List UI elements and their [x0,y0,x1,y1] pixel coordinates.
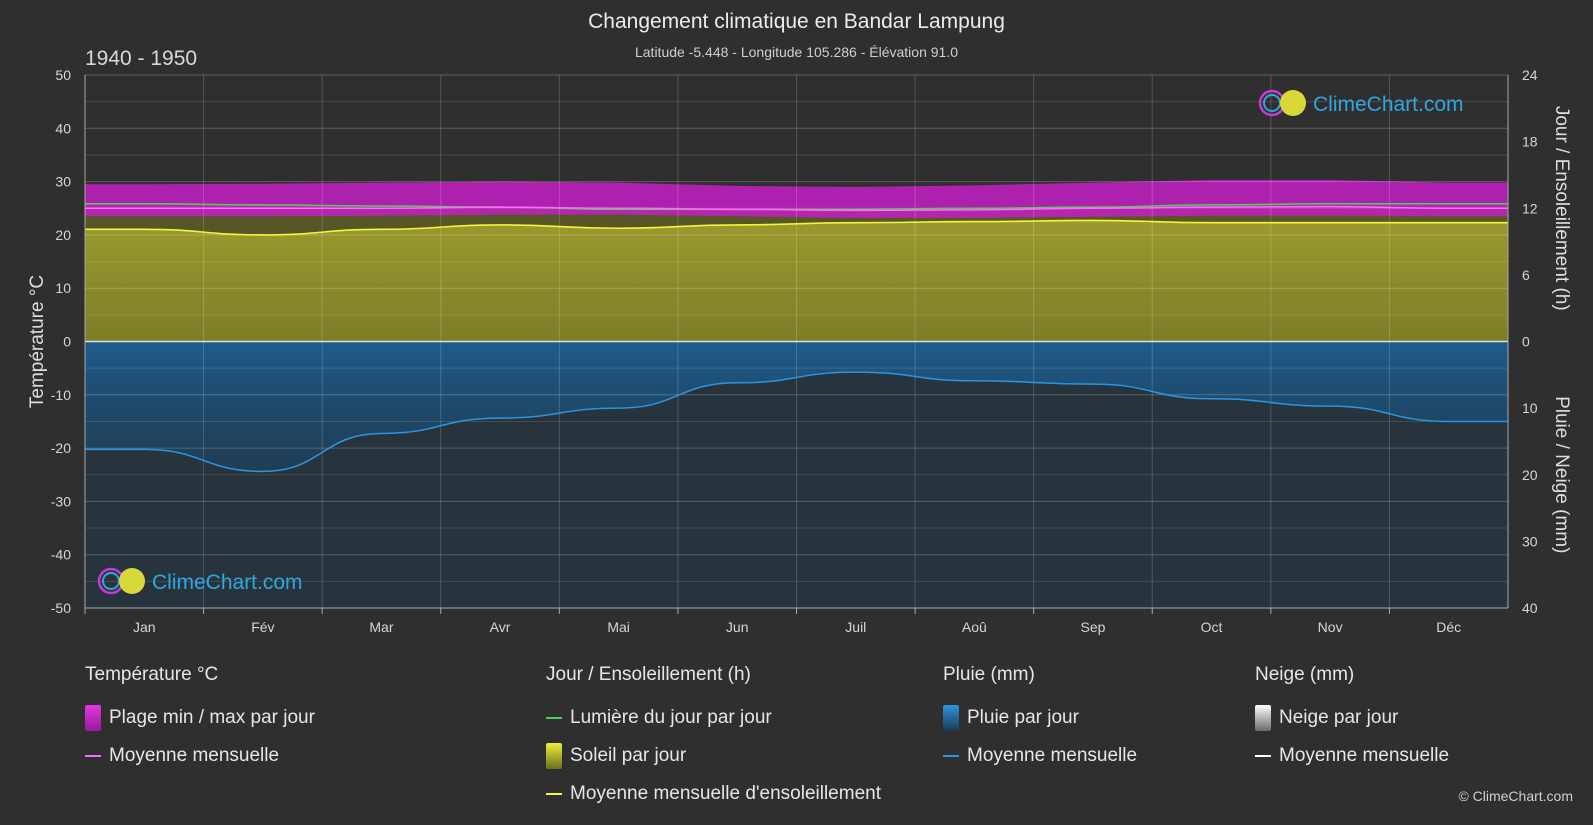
rain-mean-line-icon [943,755,959,757]
sunshine-mean-line [84,219,1508,236]
sunshine-mean-line-icon [546,793,562,795]
legend-label: Pluie par jour [967,707,1079,728]
y-right-sun-tick-label: 24 [1522,67,1538,83]
logo-text: ClimeChart.com [152,571,303,594]
legend-label: Soleil par jour [570,745,687,766]
y-left-tick-label: 50 [55,67,71,83]
legend-item: Pluie par jour [943,699,1137,737]
legend-snow: Neige (mm) Neige par jour Moyenne mensue… [1255,664,1449,775]
copyright: © ClimeChart.com [1458,788,1573,804]
x-tick-label: Juil [845,619,866,635]
y-left-tick-label: 30 [55,174,71,190]
x-tick-label: Mar [369,619,393,635]
sunshine-area [85,220,1508,342]
y-left-tick-label: -30 [51,493,71,509]
legend-rain-title: Pluie (mm) [943,664,1035,685]
y-right-sun-tick-label: 6 [1522,267,1530,283]
legend-label: Moyenne mensuelle d'ensoleillement [570,783,881,804]
chart-axes: 50 40 30 20 10 0 -10 -20 -30 -40 -50 24 18 12 6 0 10 20 30… [27,67,1572,635]
chart-grid [84,74,1509,609]
legend-item: Moyenne mensuelle d'ensoleillement [546,775,881,813]
legend-temperature: Température °C Plage min / max par jour … [85,664,315,775]
temperature-mean-line [84,205,1508,212]
rain-daily-range [85,341,1508,608]
legend-rain: Pluie (mm) Pluie par jour Moyenne mensue… [943,664,1137,775]
period-label: 1940 - 1950 [85,47,198,70]
rain-swatch-icon [943,705,959,731]
y-left-tick-label: -50 [51,600,71,616]
y-left-tick-label: -40 [51,547,71,563]
rain-mean-line [85,371,1508,473]
legend-item: Moyenne mensuelle [1255,737,1449,775]
y-left-axis-title: Température °C [27,275,48,408]
temp-range-swatch-icon [85,705,101,731]
x-tick-label: Mai [607,619,630,635]
x-tick-label: Oct [1201,619,1223,635]
y-right-rain-tick-label: 30 [1522,533,1538,549]
chart-subtitle: Latitude -5.448 - Longitude 105.286 - Él… [634,44,959,60]
rain-area [85,341,1508,472]
y-right-sun-axis-title: Jour / Ensoleillement (h) [1551,106,1572,311]
legend-label: Neige par jour [1279,707,1399,728]
logo-inner-ring-icon [1263,94,1281,112]
chart-lines [84,203,1508,473]
snow-swatch-icon [1255,705,1271,731]
logo-top: ClimeChart.com [1258,89,1464,117]
y-left-tick-label: 10 [55,280,71,296]
logo-bottom: ClimeChart.com [97,567,303,595]
y-left-tick-label: -20 [51,440,71,456]
logo-sun-icon [119,568,145,594]
legend-snow-title: Neige (mm) [1255,664,1355,685]
logo-sun-icon [1280,90,1306,116]
y-right-rain-tick-label: 40 [1522,600,1538,616]
x-tick-label: Jun [726,619,749,635]
x-tick-label: Fév [251,619,274,635]
legend-label: Moyenne mensuelle [967,745,1138,766]
logo-text: ClimeChart.com [1313,93,1464,116]
legend-label: Lumière du jour par jour [570,707,772,728]
temp-mean-line-icon [85,755,101,757]
legend-sunshine: Jour / Ensoleillement (h) Lumière du jou… [546,664,881,813]
chart-title: Changement climatique en Bandar Lampung [588,10,1005,33]
legend-temp-title: Température °C [85,664,219,685]
y-right-rain-axis-title: Pluie / Neige (mm) [1551,396,1572,553]
x-tick-label: Avr [490,619,511,635]
sunshine-swatch-icon [546,743,562,769]
legend-label: Moyenne mensuelle [109,745,280,766]
y-right-sun-tick-label: 18 [1522,134,1538,150]
x-tick-label: Nov [1318,619,1343,635]
daylight-line-icon [546,717,562,719]
x-tick-label: Sep [1080,619,1105,635]
y-left-tick-label: 0 [63,334,71,350]
y-left-tick-label: 40 [55,120,71,136]
snow-mean-line-icon [1255,755,1271,757]
y-left-tick-label: 20 [55,227,71,243]
y-left-tick-label: -10 [51,387,71,403]
legend-label: Moyenne mensuelle [1279,745,1450,766]
y-right-sun-tick-label: 12 [1522,200,1538,216]
y-right-rain-tick-label: 10 [1522,400,1538,416]
legend-item: Neige par jour [1255,699,1449,737]
legend-item: Moyenne mensuelle [943,737,1137,775]
legend-sun-title: Jour / Ensoleillement (h) [546,664,751,685]
x-tick-label: Jan [133,619,156,635]
x-tick-label: Aoû [962,619,987,635]
legend-item: Moyenne mensuelle [85,737,315,775]
legend-item: Soleil par jour [546,737,881,775]
legend-label: Plage min / max par jour [109,707,315,728]
x-tick-label: Déc [1436,619,1461,635]
climate-chart: 50 40 30 20 10 0 -10 -20 -30 -40 -50 24 18 12 6 0 10 20 30… [27,67,1572,635]
legend-item: Lumière du jour par jour [546,699,881,737]
legend-item: Plage min / max par jour [85,699,315,737]
y-right-sun-tick-label: 0 [1522,334,1530,350]
y-right-rain-tick-label: 20 [1522,467,1538,483]
